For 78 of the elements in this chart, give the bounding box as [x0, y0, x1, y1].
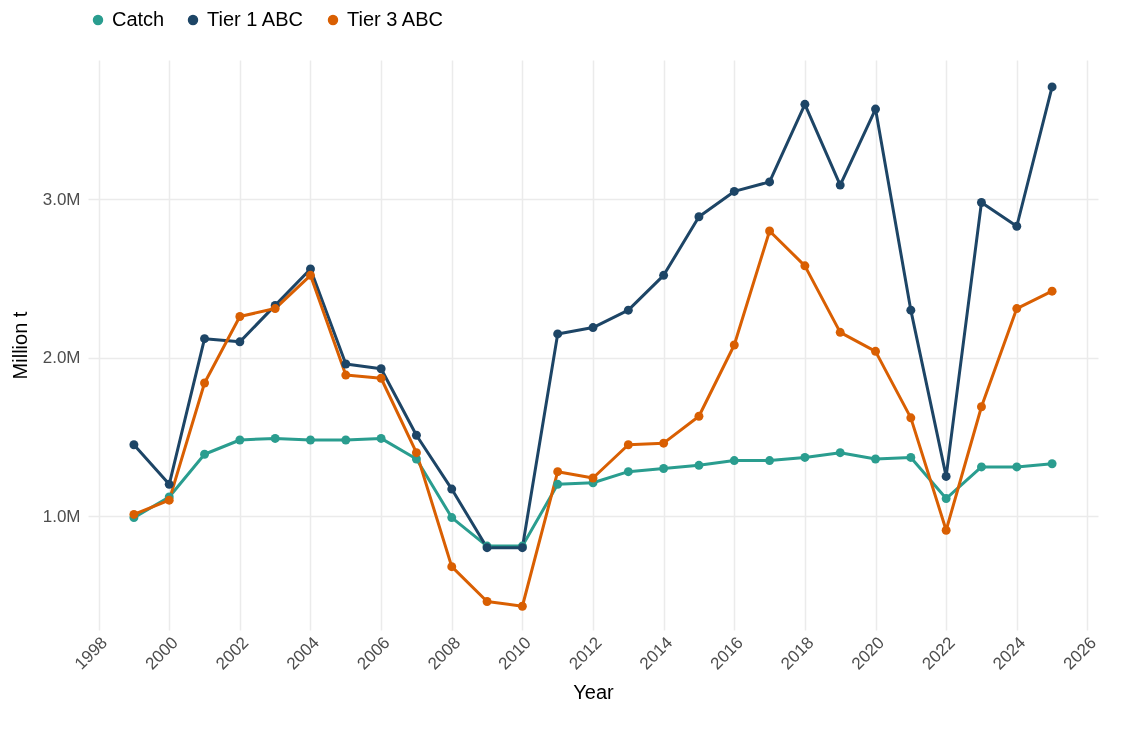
legend-label: Tier 3 ABC [347, 8, 443, 30]
point [659, 270, 669, 280]
point [765, 456, 775, 466]
point [1047, 459, 1057, 469]
point [482, 597, 492, 606]
point [906, 305, 916, 315]
point [941, 494, 951, 504]
point [235, 435, 245, 445]
point [588, 323, 598, 333]
point [553, 467, 563, 477]
point [411, 448, 421, 458]
point [729, 186, 739, 196]
point [200, 449, 210, 459]
point [729, 456, 739, 466]
point [447, 484, 457, 494]
legend-label: Tier 1 ABC [207, 8, 303, 30]
point [976, 402, 986, 412]
point [200, 334, 210, 344]
point [200, 378, 210, 388]
point [871, 104, 880, 114]
x-axis-title: Year [573, 680, 615, 703]
point [659, 464, 669, 473]
point [941, 525, 951, 535]
legend-label: Catch [112, 8, 165, 30]
point [941, 471, 951, 481]
point [341, 359, 351, 369]
y-axis-title: Million t [8, 311, 31, 380]
point [765, 226, 775, 236]
point [800, 99, 810, 109]
point [835, 180, 845, 190]
point [871, 454, 880, 464]
point [1012, 462, 1022, 472]
point [800, 261, 810, 271]
point [694, 460, 704, 470]
point [270, 304, 280, 314]
point [164, 479, 174, 489]
point [341, 370, 351, 380]
point [906, 452, 916, 462]
point [553, 329, 563, 339]
point [270, 433, 280, 443]
point [623, 305, 633, 315]
y-tick-label: 3.0M [42, 189, 81, 209]
y-tick-label: 2.0M [42, 348, 81, 368]
point [800, 452, 810, 462]
point [659, 438, 669, 448]
point [588, 473, 598, 483]
point [306, 270, 315, 280]
point [1047, 82, 1057, 92]
point [694, 411, 704, 421]
point [306, 435, 315, 445]
point [871, 346, 880, 356]
point [517, 601, 527, 611]
point [129, 440, 139, 450]
point [835, 327, 845, 337]
point [447, 513, 457, 523]
point [623, 467, 633, 477]
point [376, 433, 386, 443]
point [235, 312, 245, 321]
point [447, 562, 457, 572]
point [411, 430, 421, 440]
point [1047, 286, 1057, 296]
point [906, 413, 916, 423]
point [976, 198, 986, 207]
point [235, 337, 245, 347]
y-tick-label: 1.0M [42, 506, 81, 526]
point [765, 177, 775, 187]
point [623, 440, 633, 450]
point [694, 212, 704, 222]
point [553, 479, 563, 489]
point [341, 435, 351, 445]
point [729, 340, 739, 350]
point [1012, 304, 1022, 314]
point [129, 509, 139, 519]
point [376, 364, 386, 374]
point [376, 373, 386, 383]
point [1012, 221, 1022, 231]
point [835, 448, 845, 458]
point [976, 462, 986, 472]
